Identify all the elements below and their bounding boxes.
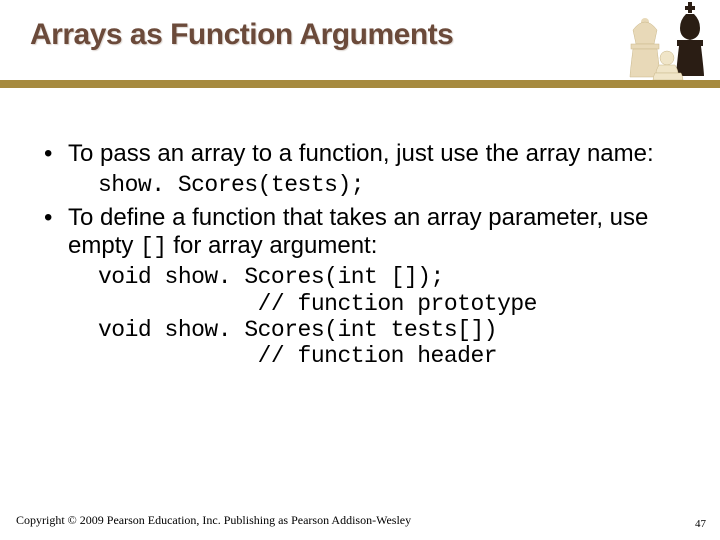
bullet-marker: • bbox=[40, 140, 68, 168]
bullet-text: To define a function that takes an array… bbox=[68, 204, 680, 260]
code-line: void show. Scores(int []); bbox=[40, 264, 680, 290]
copyright-footer: Copyright © 2009 Pearson Education, Inc.… bbox=[16, 513, 411, 528]
code-line: show. Scores(tests); bbox=[40, 172, 680, 198]
code-line: // function prototype bbox=[40, 291, 680, 317]
page-number: 47 bbox=[695, 518, 706, 530]
bullet-item: • To pass an array to a function, just u… bbox=[40, 140, 680, 168]
bullet-item: • To define a function that takes an arr… bbox=[40, 204, 680, 260]
code-line: void show. Scores(int tests[]) bbox=[40, 317, 680, 343]
bullet-marker: • bbox=[40, 204, 68, 260]
slide-header: Arrays as Function Arguments bbox=[0, 0, 720, 110]
bullet-text: To pass an array to a function, just use… bbox=[68, 140, 680, 168]
code-line: // function header bbox=[40, 343, 680, 369]
accent-bar bbox=[0, 80, 720, 88]
bullet-text-post: for array argument: bbox=[167, 232, 378, 259]
slide-body: • To pass an array to a function, just u… bbox=[0, 110, 720, 370]
chess-decoration bbox=[575, 0, 720, 110]
inline-code: [] bbox=[140, 234, 167, 260]
